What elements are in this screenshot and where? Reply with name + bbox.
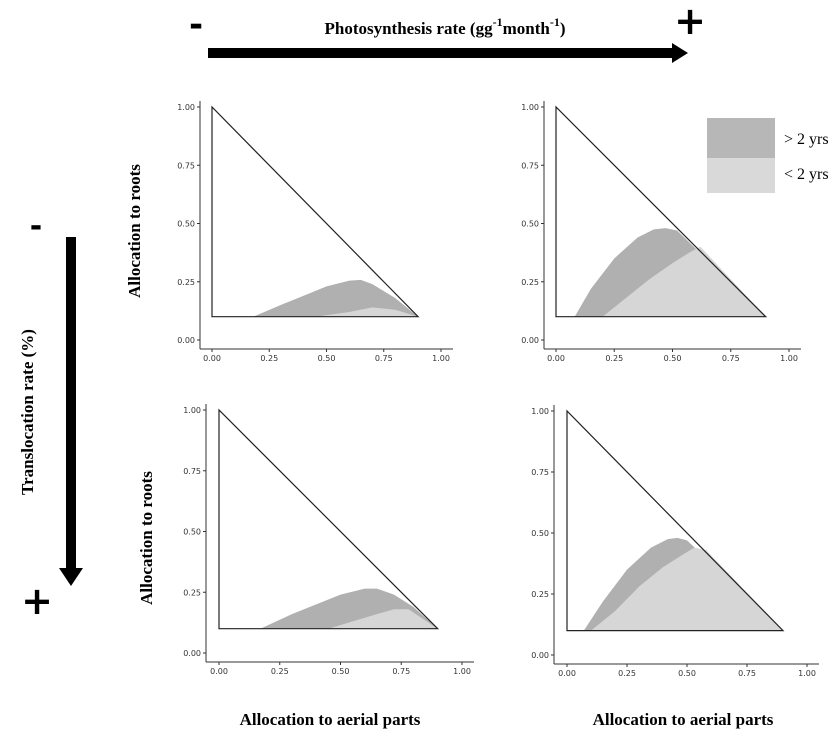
photosynthesis-label: Photosynthesis rate (gg-1month-1) — [324, 15, 565, 38]
y-tick-label: 1.00 — [177, 103, 195, 112]
photosynthesis-label-part1: Photosynthesis rate (gg — [324, 19, 493, 38]
y-tick-label: 0.50 — [177, 220, 195, 229]
photosynthesis-minus: - — [189, 5, 203, 45]
y-tick-label: 0.75 — [531, 468, 549, 477]
panel-top-right: 0.00 0.25 0.50 0.75 1.00 0.00 0.25 0.50 0.75 1.00 — [521, 101, 801, 363]
area-younger-than-2-yrs — [591, 547, 783, 631]
y-axis-label-bottom: Allocation to roots — [137, 471, 156, 605]
y-tick-label: 0.75 — [521, 161, 539, 170]
x-tick-label: 0.00 — [210, 667, 228, 676]
x-tick-label: 0.00 — [203, 354, 221, 363]
panel-bottom-right: 0.00 0.25 0.50 0.75 1.00 0.00 0.25 0.50 0.75 1.00 — [531, 405, 819, 678]
translocation-plus: + — [21, 579, 53, 623]
x-tick-label: 0.25 — [618, 669, 636, 678]
photosynthesis-label-end: ) — [560, 19, 566, 38]
y-tick-label: 0.00 — [521, 336, 539, 345]
area-younger-than-2-yrs — [602, 246, 766, 317]
y-tick-label: 0.75 — [177, 161, 195, 170]
x-tick-label: 1.00 — [780, 354, 798, 363]
legend-label-older: > 2 yrs — [784, 131, 829, 148]
area-younger-than-2-yrs — [328, 609, 438, 629]
y-tick-label: 0.00 — [531, 651, 549, 660]
x-axis-label-left: Allocation to aerial parts — [240, 710, 421, 729]
feasible-triangle — [555, 105, 768, 318]
translocation-minus: - — [30, 209, 42, 244]
x-tick-label: 0.75 — [392, 667, 410, 676]
x-tick-label: 1.00 — [453, 667, 471, 676]
panel-bottom-left: 0.00 0.25 0.50 0.75 1.00 0.00 0.25 0.50 0.75 1.00 — [183, 404, 474, 676]
photosynthesis-plus: + — [674, 0, 706, 43]
y-tick-label: 1.00 — [183, 406, 201, 415]
x-tick-label: 0.50 — [332, 667, 350, 676]
feasible-triangle — [566, 409, 785, 632]
photosynthesis-arrow — [208, 43, 688, 63]
legend-label-younger: < 2 yrs — [784, 166, 829, 183]
photosynthesis-label-sup1: -1 — [493, 15, 503, 29]
feasible-triangle — [211, 105, 420, 318]
x-tick-label: 0.50 — [664, 354, 682, 363]
x-tick-label: 0.25 — [260, 354, 278, 363]
y-tick-label: 0.25 — [177, 278, 195, 287]
y-tick-label: 0.50 — [531, 529, 549, 538]
y-tick-label: 0.50 — [521, 220, 539, 229]
legend-swatch-older — [707, 118, 775, 158]
feasible-triangle — [218, 408, 440, 630]
panel-top-left: 0.00 0.25 0.50 0.75 1.00 0.00 0.25 0.50 0.75 1.00 — [177, 101, 453, 363]
translocation-arrow — [59, 237, 83, 586]
y-tick-label: 0.25 — [531, 590, 549, 599]
x-tick-label: 0.25 — [271, 667, 289, 676]
y-tick-label: 0.00 — [183, 649, 201, 658]
x-tick-label: 0.75 — [722, 354, 740, 363]
x-tick-label: 0.50 — [678, 669, 696, 678]
photosynthesis-label-sup2: -1 — [550, 15, 560, 29]
x-axis-label-right: Allocation to aerial parts — [593, 710, 774, 729]
x-tick-label: 1.00 — [798, 669, 816, 678]
photosynthesis-label-part2: month — [503, 19, 551, 38]
y-tick-label: 0.25 — [183, 588, 201, 597]
translocation-label: Translocation rate (%) — [18, 329, 37, 495]
x-tick-label: 0.75 — [738, 669, 756, 678]
x-tick-label: 1.00 — [432, 354, 450, 363]
area-younger-than-2-yrs — [315, 307, 419, 317]
legend: > 2 yrs < 2 yrs — [707, 118, 829, 193]
y-tick-label: 1.00 — [521, 103, 539, 112]
x-tick-label: 0.00 — [547, 354, 565, 363]
y-tick-label: 0.00 — [177, 336, 195, 345]
x-tick-label: 0.50 — [318, 354, 336, 363]
y-tick-label: 1.00 — [531, 407, 549, 416]
x-tick-label: 0.25 — [605, 354, 623, 363]
y-tick-label: 0.25 — [521, 278, 539, 287]
x-tick-label: 0.75 — [375, 354, 393, 363]
y-axis-label-top: Allocation to roots — [125, 164, 144, 298]
y-tick-label: 0.50 — [183, 528, 201, 537]
y-tick-label: 0.75 — [183, 467, 201, 476]
area-older-than-2-yrs — [253, 279, 419, 317]
legend-swatch-younger — [707, 158, 775, 193]
x-tick-label: 0.00 — [558, 669, 576, 678]
